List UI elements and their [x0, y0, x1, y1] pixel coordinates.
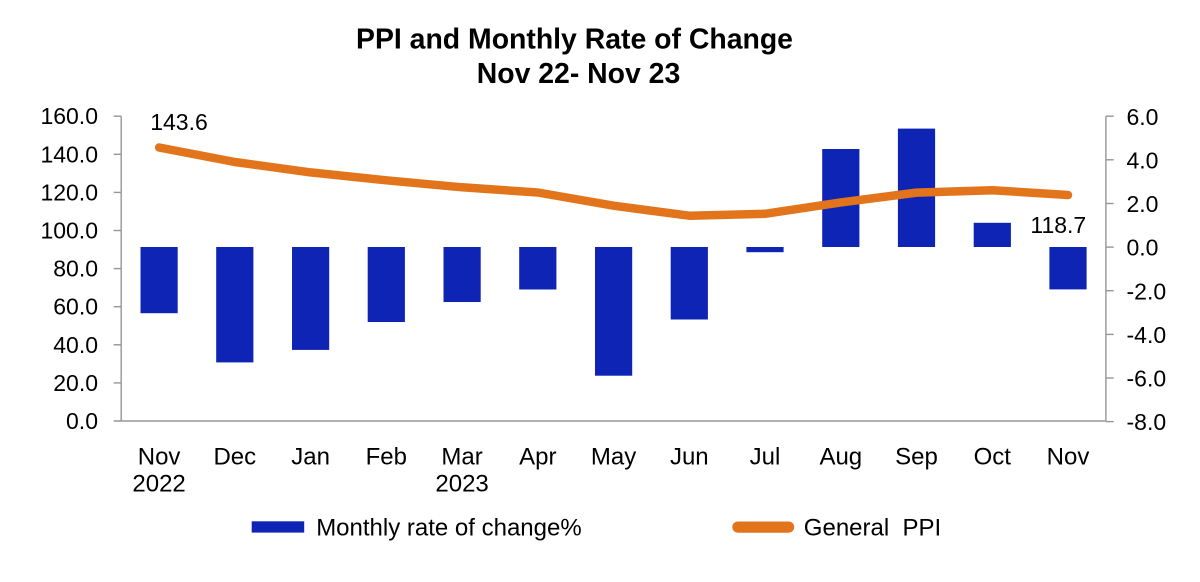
svg-text:160.0: 160.0 — [40, 103, 98, 129]
svg-text:2022: 2022 — [132, 471, 185, 498]
svg-text:140.0: 140.0 — [40, 141, 98, 167]
svg-text:General PPI: General PPI — [804, 515, 941, 542]
svg-text:Feb: Feb — [366, 444, 407, 471]
svg-text:143.6: 143.6 — [150, 109, 208, 135]
svg-text:Jan: Jan — [291, 444, 330, 471]
svg-text:Monthly rate of change%: Monthly rate of change% — [316, 515, 582, 542]
svg-text:2.0: 2.0 — [1127, 191, 1159, 217]
svg-text:0.0: 0.0 — [1127, 235, 1159, 261]
svg-text:Mar: Mar — [441, 444, 482, 471]
svg-text:PPI and Monthly Rate of Change: PPI and Monthly Rate of Change — [356, 23, 793, 55]
svg-text:Dec: Dec — [213, 444, 256, 471]
svg-text:118.7: 118.7 — [1030, 212, 1086, 238]
svg-text:Nov: Nov — [138, 444, 181, 471]
svg-text:-6.0: -6.0 — [1127, 366, 1167, 392]
svg-text:-2.0: -2.0 — [1127, 278, 1167, 304]
svg-text:Aug: Aug — [819, 444, 862, 471]
svg-text:May: May — [591, 444, 636, 471]
svg-text:-8.0: -8.0 — [1127, 409, 1167, 435]
svg-text:Oct: Oct — [974, 444, 1012, 471]
svg-text:100.0: 100.0 — [40, 218, 98, 244]
svg-text:Nov: Nov — [1047, 444, 1090, 471]
svg-text:Sep: Sep — [895, 444, 938, 471]
svg-text:Apr: Apr — [519, 444, 556, 471]
svg-text:40.0: 40.0 — [53, 332, 98, 358]
svg-text:20.0: 20.0 — [53, 370, 98, 396]
svg-text:4.0: 4.0 — [1127, 147, 1159, 173]
svg-text:120.0: 120.0 — [40, 179, 98, 205]
svg-text:2023: 2023 — [435, 471, 488, 498]
svg-text:60.0: 60.0 — [53, 294, 98, 320]
svg-text:Jun: Jun — [670, 444, 709, 471]
svg-text:Nov 22- Nov 23: Nov 22- Nov 23 — [477, 58, 681, 90]
svg-text:80.0: 80.0 — [53, 256, 98, 282]
svg-text:6.0: 6.0 — [1127, 104, 1159, 130]
svg-text:0.0: 0.0 — [66, 408, 98, 434]
svg-text:-4.0: -4.0 — [1127, 322, 1167, 348]
svg-text:Jul: Jul — [750, 444, 781, 471]
